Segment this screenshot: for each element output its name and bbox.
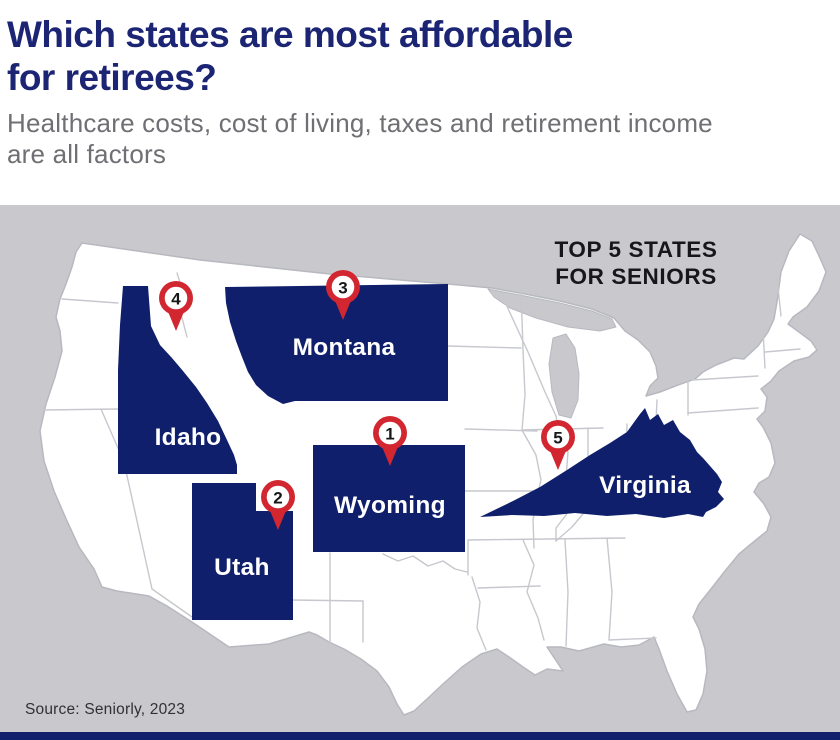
pin-rank: 2 (273, 488, 282, 507)
pin-circle-inner (546, 425, 570, 449)
pin-circle-inner (378, 421, 402, 445)
pin-rank: 4 (171, 289, 181, 308)
map-pins: 1 2 3 4 (159, 270, 575, 530)
page-subtitle: Healthcare costs, cost of living, taxes … (0, 99, 840, 170)
label-wyoming: Wyoming (334, 492, 446, 519)
label-virginia: Virginia (599, 472, 691, 499)
label-idaho: Idaho (155, 424, 222, 451)
source-attribution: Source: Seniorly, 2023 (25, 701, 186, 718)
lake-michigan (548, 333, 580, 419)
map-heading: TOP 5 STATES FOR SENIORS (554, 237, 717, 289)
map-heading-line1: TOP 5 STATES (554, 237, 717, 262)
pin-circle-inner (331, 275, 355, 299)
page-title: Which states are most affordable for ret… (0, 0, 840, 99)
state-utah (192, 483, 293, 620)
pin-rank: 5 (553, 428, 562, 447)
pin-rank: 3 (338, 278, 347, 297)
pin-rank: 1 (385, 424, 394, 443)
header: Which states are most affordable for ret… (0, 0, 840, 205)
us-map: Wyoming Utah Montana Idaho Virginia 1 (39, 233, 827, 716)
page-subtitle-line2: are all factors (7, 139, 167, 169)
pin-2-utah: 2 (261, 480, 295, 530)
map-heading-line2: FOR SENIORS (555, 264, 717, 289)
state-montana (225, 284, 448, 404)
page-title-line1: Which states are most affordable (7, 14, 573, 55)
pin-circle-inner (266, 485, 290, 509)
label-utah: Utah (214, 554, 270, 581)
highlighted-states (118, 284, 724, 620)
state-idaho (118, 286, 237, 474)
label-montana: Montana (293, 334, 396, 361)
page-title-line2: for retirees? (7, 57, 217, 98)
state-labels: Wyoming Utah Montana Idaho Virginia (155, 334, 691, 581)
state-virginia (480, 408, 724, 518)
state-wyoming (313, 445, 465, 552)
page-subtitle-line1: Healthcare costs, cost of living, taxes … (7, 108, 713, 138)
pin-3-montana: 3 (326, 270, 360, 320)
pin-circle-inner (164, 286, 188, 310)
map-section: Wyoming Utah Montana Idaho Virginia 1 (0, 205, 840, 732)
pin-5-virginia: 5 (541, 420, 575, 470)
pin-4-idaho: 4 (159, 281, 193, 331)
pin-1-wyoming: 1 (373, 416, 407, 466)
footer-accent-bar (0, 732, 840, 740)
